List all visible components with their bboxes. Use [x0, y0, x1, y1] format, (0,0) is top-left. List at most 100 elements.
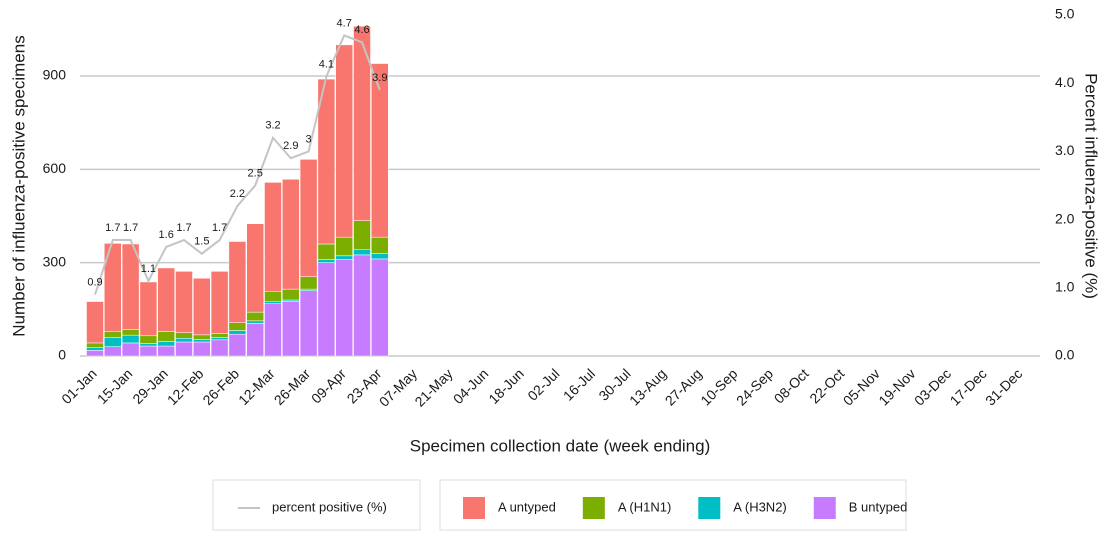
- bar-segment: [282, 288, 300, 301]
- bar-segment: [299, 276, 318, 290]
- bar-segment: [157, 331, 175, 342]
- y2-tick-label: 4.0: [1055, 74, 1075, 90]
- legend-swatch: [813, 497, 836, 519]
- bar-segment: [157, 341, 175, 347]
- bar-segment: [353, 220, 371, 250]
- x-tick-label: 29-Jan: [129, 365, 171, 407]
- x-tick-label: 27-Aug: [662, 365, 705, 408]
- bar-segment: [121, 334, 140, 344]
- bar-segment: [282, 301, 300, 357]
- x-tick-label: 17-Dec: [947, 365, 990, 408]
- bar-segment: [193, 334, 211, 340]
- bar-segment: [86, 350, 104, 357]
- bar-segment: [335, 44, 353, 238]
- legend-label: A (H1N1): [618, 499, 671, 514]
- y2-tick-label: 0.0: [1055, 347, 1075, 363]
- x-tick-label: 24-Sep: [733, 365, 776, 408]
- bar-segment: [121, 329, 140, 336]
- data-label: 2.9: [283, 140, 298, 152]
- legend-swatch: [463, 497, 485, 519]
- bar-segment: [193, 277, 211, 336]
- y2-tick-label: 2.0: [1055, 210, 1075, 226]
- bar-segment: [299, 290, 318, 357]
- legend-label: percent positive (%): [272, 499, 387, 514]
- legend-label: B untyped: [849, 499, 908, 514]
- x-tick-label: 19-Nov: [875, 365, 918, 408]
- bar-segment: [210, 337, 229, 341]
- bar-segment: [139, 343, 158, 347]
- bar-segment: [246, 320, 264, 324]
- bar-segment: [317, 259, 336, 263]
- bar-segment: [246, 311, 264, 322]
- bar-segment: [335, 255, 353, 260]
- y-tick-label: 0: [58, 347, 66, 363]
- bar-segment: [139, 335, 158, 344]
- bar-segment: [210, 333, 229, 338]
- x-tick-label: 03-Dec: [911, 365, 954, 408]
- data-label: 0.9: [87, 277, 102, 289]
- y-tick-label: 600: [43, 160, 67, 176]
- bar-segment: [371, 253, 389, 260]
- bar-segment: [175, 271, 193, 333]
- x-tick-label: 21-May: [411, 365, 455, 409]
- bar-segment: [210, 271, 229, 334]
- bar-segment: [139, 281, 158, 337]
- x-tick-label: 18-Jun: [485, 365, 527, 407]
- bar-segment: [104, 337, 122, 347]
- data-label: 1.6: [159, 229, 174, 241]
- legend-label: A (H3N2): [733, 499, 786, 514]
- legend-box: [439, 479, 907, 531]
- bar-segment: [353, 254, 371, 357]
- x-tick-label: 08-Oct: [771, 365, 812, 406]
- data-label: 2.5: [248, 167, 263, 179]
- bar-segment: [264, 303, 282, 357]
- data-label: 2.2: [230, 188, 245, 200]
- bar-segment: [264, 300, 282, 304]
- data-label: 4.1: [319, 58, 334, 70]
- bar-segment: [246, 223, 264, 313]
- data-label: 1.1: [141, 263, 156, 275]
- bar-segment: [86, 301, 104, 344]
- bar-segment: [264, 182, 282, 292]
- data-label: 1.7: [105, 222, 120, 234]
- bar-segment: [139, 345, 158, 357]
- y2-tick-label: 5.0: [1055, 6, 1075, 22]
- y-tick-label: 900: [43, 67, 67, 83]
- y2-tick-label: 1.0: [1055, 279, 1075, 295]
- x-tick-label: 09-Apr: [308, 365, 349, 406]
- data-label: 1.7: [123, 222, 138, 234]
- bar-segment: [104, 243, 122, 332]
- bar-segment: [246, 323, 264, 357]
- data-label: 3.2: [265, 120, 280, 132]
- y2-axis-title: Percent influenza-positive (%): [1082, 73, 1101, 299]
- x-tick-label: 13-Aug: [626, 365, 669, 408]
- bar-segment: [264, 291, 282, 302]
- bar-segment: [86, 342, 104, 348]
- bar-segment: [104, 331, 122, 338]
- bar-segment: [210, 339, 229, 357]
- x-tick-label: 01-Jan: [58, 365, 100, 407]
- bar-segment: [228, 330, 247, 335]
- bar-segment: [175, 332, 193, 339]
- bar-segment: [104, 346, 122, 357]
- y-tick-label: 300: [43, 253, 67, 269]
- x-axis-title: Specimen collection date (week ending): [410, 436, 711, 455]
- legend-label: A untyped: [498, 499, 556, 514]
- x-tick-label: 05-Nov: [840, 365, 883, 408]
- x-tick-label: 04-Jun: [450, 365, 492, 407]
- data-label: 1.7: [176, 222, 191, 234]
- x-tick-label: 12-Mar: [235, 365, 278, 408]
- bar-segment: [371, 63, 389, 238]
- bar-segment: [193, 339, 211, 343]
- x-tick-label: 31-Dec: [982, 365, 1025, 408]
- bar-segment: [317, 243, 336, 260]
- percent-line: [94, 34, 381, 295]
- bar-segment: [335, 236, 353, 257]
- bar-segment: [121, 243, 140, 330]
- bar-segment: [228, 241, 247, 323]
- x-tick-label: 15-Jan: [94, 365, 136, 407]
- bar-segment: [86, 347, 104, 351]
- legend-swatch: [698, 497, 721, 519]
- bar-segment: [282, 179, 300, 290]
